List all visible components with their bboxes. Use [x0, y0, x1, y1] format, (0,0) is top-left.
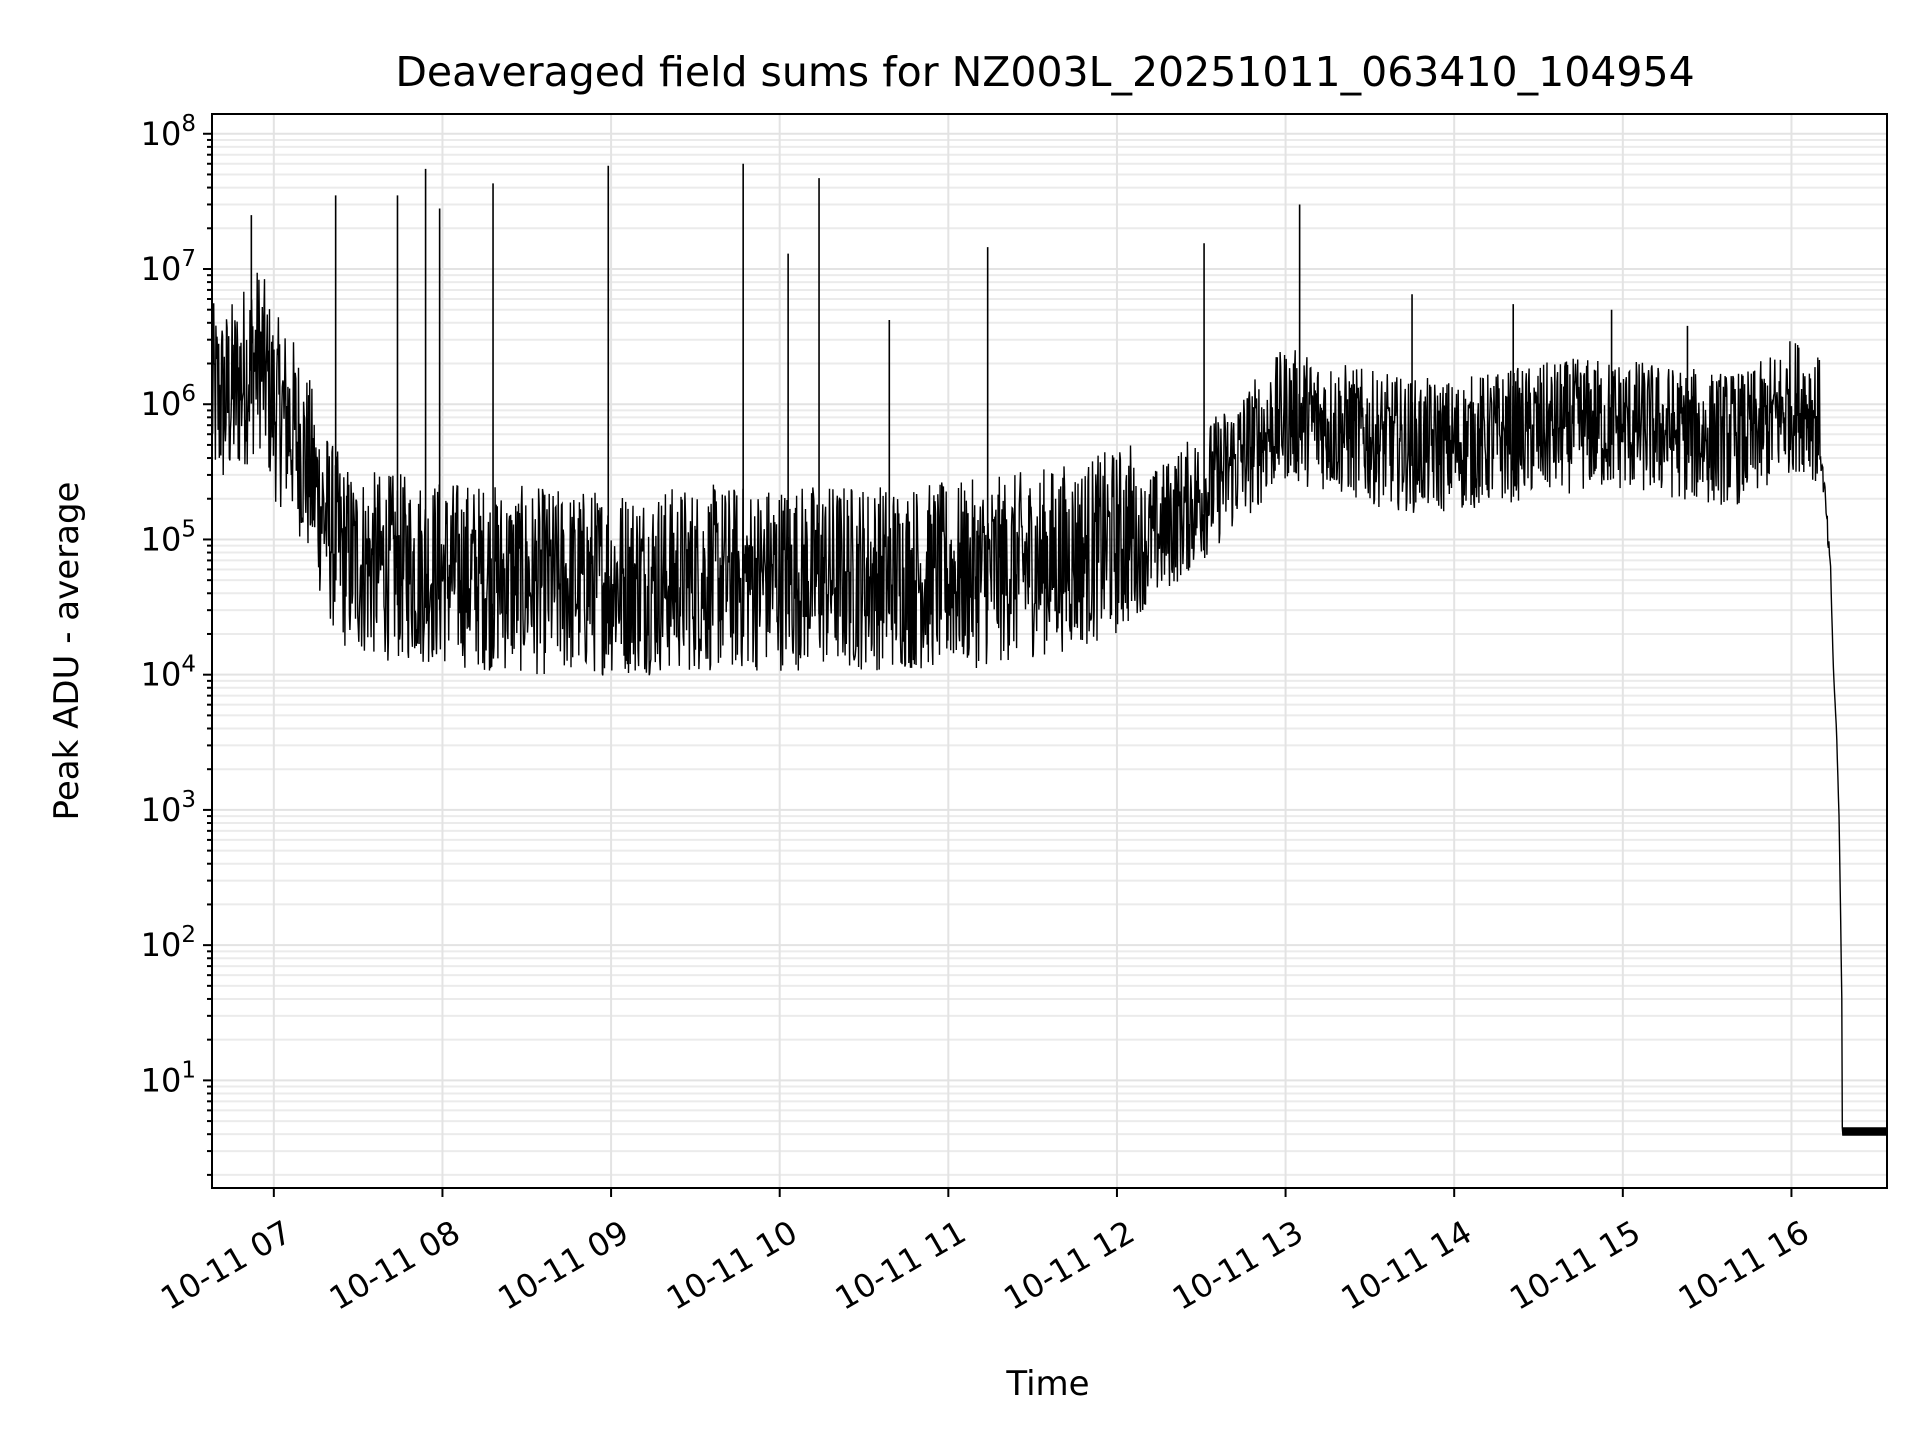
y-tick-label: 103: [141, 787, 196, 829]
y-tick-label: 106: [141, 381, 196, 423]
y-tick-label: 107: [141, 246, 196, 288]
y-tick-label: 102: [141, 922, 196, 964]
y-tick-label: 108: [141, 111, 196, 153]
x-tick-label: 10-11 08: [323, 1213, 467, 1318]
series-path: [211, 272, 1888, 1136]
chart-title: Deaveraged field sums for NZ003L_2025101…: [395, 48, 1694, 96]
x-axis: 10-11 07 10-11 08 10-11 09 10-11 10 10-11 11…: [154, 1188, 1815, 1318]
x-tick-label: 10-11 09: [491, 1213, 635, 1318]
x-axis-label: Time: [1005, 1364, 1089, 1404]
x-tick-label: 10-11 11: [829, 1213, 973, 1318]
series-line: [211, 163, 1888, 1136]
y-axis: 101 102 103 104 105 106 107 108: [141, 111, 212, 1176]
x-tick-label: 10-11 13: [1166, 1213, 1310, 1318]
plot-frame: [211, 113, 1888, 1189]
y-tick-label: 101: [141, 1057, 196, 1099]
y-axis-label: Peak ADU - average: [47, 482, 87, 821]
grid: [212, 114, 1887, 1188]
y-tick-label: 104: [141, 652, 196, 694]
x-tick-label: 10-11 14: [1335, 1213, 1479, 1318]
x-tick-label: 10-11 10: [660, 1213, 804, 1318]
x-tick-label: 10-11 07: [154, 1213, 298, 1318]
x-tick-label: 10-11 12: [997, 1213, 1141, 1318]
x-tick-label: 10-11 16: [1672, 1213, 1816, 1318]
x-tick-label: 10-11 15: [1503, 1213, 1647, 1318]
y-tick-label: 105: [141, 516, 196, 558]
